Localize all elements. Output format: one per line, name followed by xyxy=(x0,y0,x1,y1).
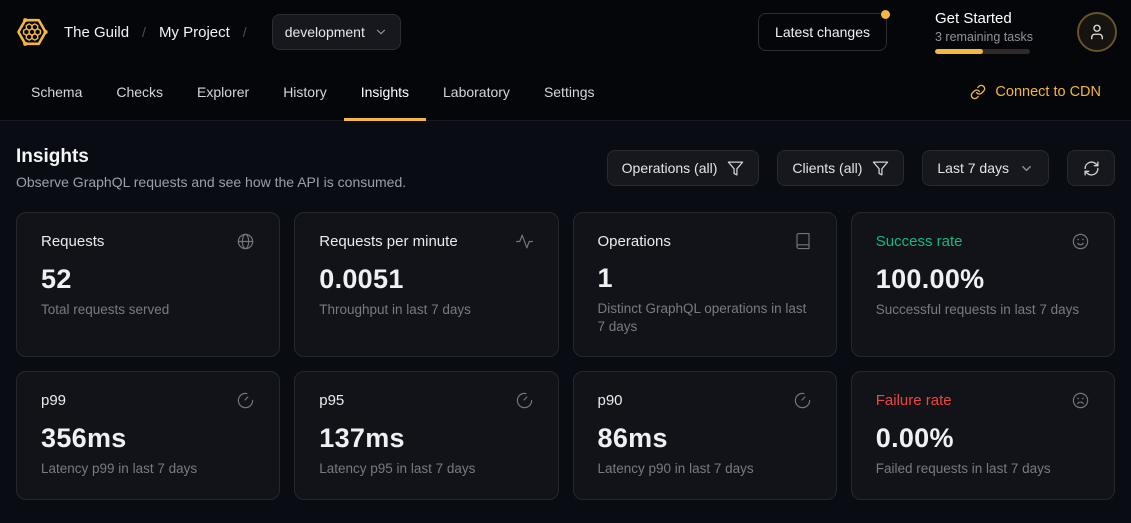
latest-changes-button[interactable]: Latest changes xyxy=(758,10,890,51)
stat-card-title: p99 xyxy=(41,392,67,410)
stat-card: Operations 1 Distinct GraphQL operations… xyxy=(572,212,837,358)
stat-card-description: Throughput in last 7 days xyxy=(319,302,471,317)
chevron-down-icon xyxy=(1019,161,1034,176)
stat-card-description: Latency p95 in last 7 days xyxy=(319,461,476,477)
stat-card: Requests per minute 0.0051 Throughput in… xyxy=(294,212,559,358)
target-selector[interactable]: development xyxy=(271,14,401,50)
frown-icon xyxy=(1071,391,1090,410)
tab-checks[interactable]: Checks xyxy=(116,84,164,100)
refresh-button[interactable] xyxy=(1067,150,1115,186)
stat-card-value: 1 xyxy=(597,263,613,293)
nav-tabs: Schema Checks Explorer History Insights Labor… xyxy=(14,64,612,121)
user-icon xyxy=(1088,23,1106,41)
stat-card-title: Success rate xyxy=(875,233,963,250)
connect-to-cdn-link[interactable]: Connect to CDN xyxy=(970,64,1101,120)
stat-card-title: p90 xyxy=(597,392,623,410)
stat-card: p99 356ms Latency p99 in last 7 days xyxy=(16,371,281,500)
get-started-progress-fill xyxy=(935,48,983,54)
filter-toolbar: Operations (all) Clients (all) Last 7 da… xyxy=(606,150,1115,186)
breadcrumb-separator: / xyxy=(242,24,247,40)
stat-card-value: 356ms xyxy=(41,423,127,454)
get-started-subtitle: 3 remaining tasks xyxy=(935,29,1033,44)
latest-changes-label: Latest changes xyxy=(775,24,870,40)
stat-card-value: 86ms xyxy=(597,423,668,454)
page-title-block: Insights Observe GraphQL requests and se… xyxy=(16,146,406,190)
refresh-icon xyxy=(1083,160,1100,177)
gauge-icon xyxy=(515,391,534,410)
tab-explorer[interactable]: Explorer xyxy=(197,84,250,100)
insights-page: Insights Observe GraphQL requests and se… xyxy=(0,121,1131,500)
breadcrumb-separator: / xyxy=(142,24,146,40)
connect-to-cdn-label: Connect to CDN xyxy=(995,84,1101,100)
stat-card-title: Failure rate xyxy=(875,392,952,410)
tab-history[interactable]: History xyxy=(283,84,327,100)
stat-card-title: p95 xyxy=(319,392,345,410)
globe-icon xyxy=(236,232,255,251)
user-avatar[interactable] xyxy=(1077,12,1117,52)
page-title: Insights xyxy=(16,146,89,167)
clients-filter-button[interactable]: Clients (all) xyxy=(777,150,905,186)
filter-icon xyxy=(727,160,744,177)
stat-card-title: Requests per minute xyxy=(319,233,458,250)
link-icon xyxy=(970,84,986,100)
filter-icon xyxy=(872,160,889,177)
stat-card-description: Distinct GraphQL operations in last 7 da… xyxy=(597,301,807,335)
gauge-icon xyxy=(793,391,812,410)
tab-insights[interactable]: Insights xyxy=(343,64,427,121)
stat-card-description: Total requests served xyxy=(41,302,170,317)
nav-bar: Schema Checks Explorer History Insights Labor… xyxy=(0,64,1131,121)
notification-dot xyxy=(881,10,890,19)
stat-card-description: Latency p90 in last 7 days xyxy=(597,461,754,477)
stat-card-value: 0.00% xyxy=(875,423,954,454)
breadcrumb-project[interactable]: My Project xyxy=(158,23,230,41)
stat-card: Failure rate 0.00% Failed requests in la… xyxy=(850,371,1115,500)
stat-card-title: Operations xyxy=(597,232,671,250)
stats-grid: Requests 52 Total requests served Reques… xyxy=(16,212,1115,500)
period-select-label: Last 7 days xyxy=(937,160,1009,176)
stat-card: Requests 52 Total requests served xyxy=(16,212,281,358)
operations-filter-button[interactable]: Operations (all) xyxy=(606,150,760,186)
stat-card-value: 137ms xyxy=(319,423,405,454)
stat-card-description: Failed requests in last 7 days xyxy=(875,461,1051,477)
tab-laboratory[interactable]: Laboratory xyxy=(443,84,510,100)
stat-card-title: Requests xyxy=(41,233,105,250)
clients-filter-label: Clients (all) xyxy=(792,160,863,176)
stat-card-description: Successful requests in last 7 days xyxy=(875,302,1080,317)
chevron-down-icon xyxy=(374,25,388,39)
stat-card-value: 100.00% xyxy=(875,264,985,294)
top-header: The Guild / My Project / development Lat… xyxy=(0,0,1131,64)
stat-card: Success rate 100.00% Successful requests… xyxy=(850,212,1115,358)
stat-card-description: Latency p99 in last 7 days xyxy=(41,461,198,477)
activity-icon xyxy=(515,232,534,251)
stat-card: p90 86ms Latency p90 in last 7 days xyxy=(572,371,837,500)
page-subtitle: Observe GraphQL requests and see how the… xyxy=(16,174,407,190)
tab-schema[interactable]: Schema xyxy=(31,84,83,100)
breadcrumb-org[interactable]: The Guild xyxy=(64,23,130,41)
period-select-button[interactable]: Last 7 days xyxy=(922,150,1049,186)
stat-card-value: 52 xyxy=(41,264,72,294)
tab-settings[interactable]: Settings xyxy=(543,84,595,100)
stat-card-value: 0.0051 xyxy=(319,264,404,294)
page-header: Insights Observe GraphQL requests and se… xyxy=(16,146,1115,190)
target-selector-value: development xyxy=(284,24,365,40)
get-started-widget[interactable]: Get Started 3 remaining tasks xyxy=(935,10,1033,54)
stat-card: p95 137ms Latency p95 in last 7 days xyxy=(294,371,559,500)
hive-logo-icon[interactable] xyxy=(14,14,50,50)
get-started-progress xyxy=(935,48,1030,54)
get-started-title: Get Started xyxy=(935,10,1012,28)
book-icon xyxy=(794,232,812,250)
operations-filter-label: Operations (all) xyxy=(621,160,718,176)
gauge-icon xyxy=(236,391,255,410)
smile-icon xyxy=(1071,232,1090,251)
